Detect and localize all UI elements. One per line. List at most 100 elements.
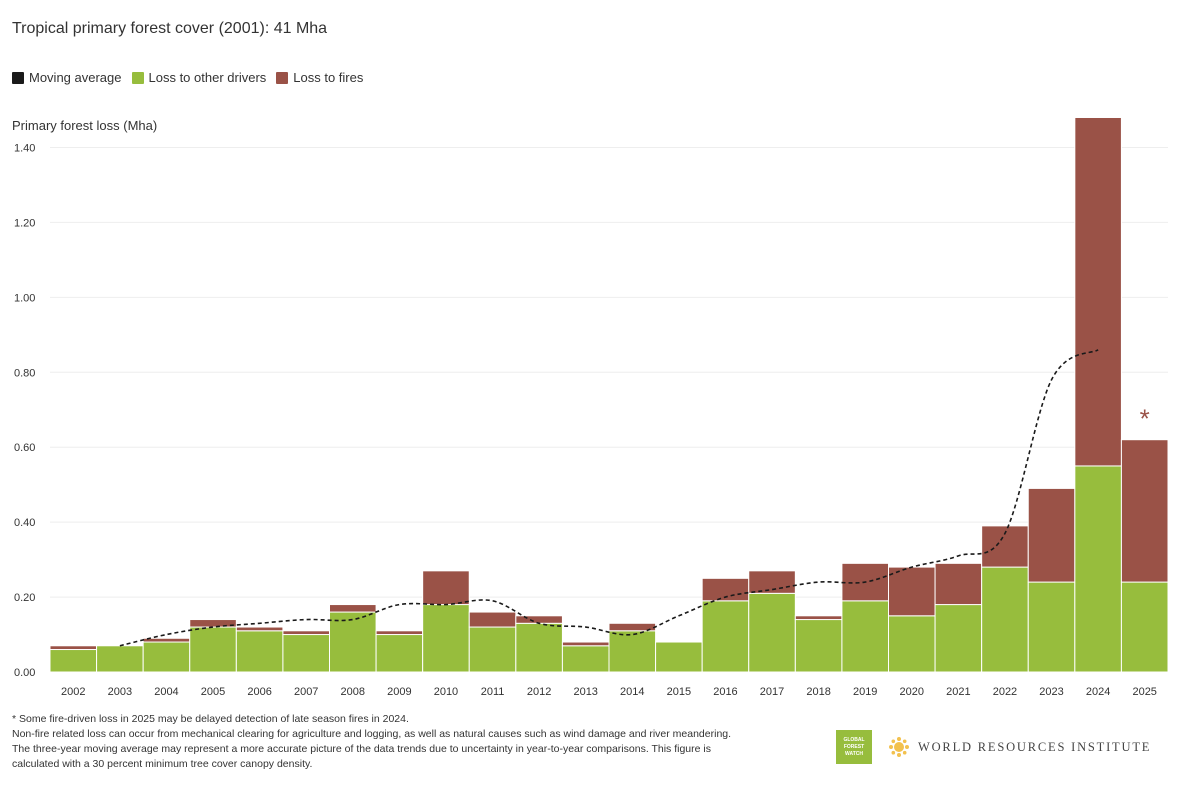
bar-other-drivers — [841, 600, 890, 673]
legend-label-moving-average: Moving average — [29, 70, 122, 85]
gfw-logo-line: WATCH — [845, 750, 863, 757]
x-tick-label: 2025 — [1132, 686, 1156, 698]
y-tick-label: 0.40 — [14, 517, 35, 529]
x-tick-label: 2019 — [853, 686, 877, 698]
legend-swatch-other-drivers — [131, 71, 144, 84]
bar-other-drivers — [888, 615, 936, 673]
legend-item-fires: Loss to fires — [276, 70, 363, 85]
global-forest-watch-logo: GLOBAL FOREST WATCH — [836, 730, 872, 764]
bar-fires — [422, 570, 470, 606]
x-tick-label: 2024 — [1086, 686, 1110, 698]
bar-other-drivers — [1074, 465, 1122, 673]
legend-item-moving-average: Moving average — [12, 70, 122, 85]
x-tick-label: 2021 — [946, 686, 970, 698]
bar-other-drivers — [794, 619, 843, 673]
bar-other-drivers — [608, 630, 657, 673]
y-tick-label: 1.20 — [14, 217, 35, 229]
bar-other-drivers — [655, 641, 703, 673]
bar-other-drivers — [748, 592, 796, 673]
y-tick-label: 1.00 — [14, 292, 35, 304]
bar-fires — [49, 645, 98, 651]
x-tick-label: 2008 — [341, 686, 365, 698]
bar-other-drivers — [422, 604, 470, 673]
x-tick-label: 2023 — [1039, 686, 1063, 698]
bar-fires — [1120, 439, 1169, 583]
bar-other-drivers — [561, 645, 610, 673]
x-tick-label: 2020 — [900, 686, 924, 698]
moving-average-line — [119, 349, 1099, 647]
footnote-line: * Some fire-driven loss in 2025 may be d… — [12, 713, 409, 725]
chart-title: Tropical primary forest cover (2001): 41… — [12, 20, 328, 37]
x-tick-label: 2016 — [713, 686, 737, 698]
annotation-asterisk: * — [1140, 404, 1150, 434]
x-tick-label: 2004 — [154, 686, 178, 698]
bar-other-drivers — [981, 566, 1029, 673]
x-tick-label: 2018 — [806, 686, 830, 698]
bar-other-drivers — [468, 626, 517, 673]
x-tick-label: 2002 — [61, 686, 85, 698]
gfw-logo-line: GLOBAL — [843, 736, 865, 743]
y-axis-label: Primary forest loss (Mha) — [12, 118, 158, 133]
bar-other-drivers — [375, 634, 424, 673]
y-tick-label: 1.40 — [14, 142, 35, 154]
legend: Moving average Loss to other drivers Los… — [12, 70, 363, 85]
x-tick-label: 2012 — [527, 686, 551, 698]
x-tick-label: 2003 — [108, 686, 132, 698]
bar-fires — [375, 630, 424, 636]
bar-other-drivers — [329, 611, 377, 673]
footnotes: * Some fire-driven loss in 2025 may be d… — [12, 712, 812, 772]
bar-other-drivers — [49, 649, 98, 673]
bar-other-drivers — [701, 600, 750, 673]
bar-other-drivers — [934, 604, 983, 673]
bar-fires — [1027, 487, 1076, 583]
gfw-logo-line: FOREST — [843, 743, 865, 750]
y-tick-label: 0.60 — [14, 442, 35, 454]
bar-fires — [748, 570, 796, 594]
bar-other-drivers — [515, 622, 563, 673]
bar-fires — [189, 619, 237, 628]
bar-fires — [561, 641, 610, 647]
bar-other-drivers — [282, 634, 330, 673]
bar-fires — [468, 611, 517, 628]
x-tick-label: 2017 — [760, 686, 784, 698]
wri-logo-text: WORLD RESOURCES INSTITUTE — [918, 739, 1152, 754]
y-tick-label: 0.00 — [14, 667, 35, 679]
bar-fires — [282, 630, 330, 636]
wri-sun-icon — [889, 737, 909, 757]
x-tick-label: 2010 — [434, 686, 458, 698]
footnote-line: Non-fire related loss can occur from mec… — [12, 728, 732, 740]
bar-fires — [934, 562, 983, 606]
x-tick-label: 2015 — [667, 686, 691, 698]
x-tick-label: 2013 — [573, 686, 597, 698]
x-tick-label: 2005 — [201, 686, 225, 698]
legend-item-other-drivers: Loss to other drivers — [131, 70, 267, 85]
bar-other-drivers — [1027, 581, 1076, 673]
logos: GLOBAL FOREST WATCH WORLD RESOURCES INST… — [836, 730, 1151, 764]
bar-other-drivers — [142, 641, 191, 673]
bar-fires — [235, 626, 284, 632]
bar-fires — [515, 615, 563, 624]
x-tick-label: 2009 — [387, 686, 411, 698]
x-tick-label: 2011 — [481, 686, 505, 698]
footnote-line: The three-year moving average may repres… — [12, 743, 711, 755]
bar-other-drivers — [96, 645, 144, 673]
bar-fires — [1074, 116, 1122, 467]
bar-fires — [794, 615, 843, 621]
legend-swatch-fires — [276, 71, 289, 84]
bar-other-drivers — [1120, 581, 1169, 673]
bar-fires — [888, 566, 936, 617]
y-tick-label: 0.80 — [14, 367, 35, 379]
legend-label-other-drivers: Loss to other drivers — [148, 70, 267, 85]
y-tick-label: 0.20 — [14, 592, 35, 604]
wri-logo: WORLD RESOURCES INSTITUTE — [888, 736, 1151, 758]
legend-swatch-moving-average — [12, 71, 24, 84]
bar-other-drivers — [235, 630, 284, 673]
bar-fires — [329, 604, 377, 613]
bar-other-drivers — [189, 626, 237, 673]
legend-label-fires: Loss to fires — [293, 70, 364, 85]
x-tick-label: 2006 — [247, 686, 271, 698]
x-tick-label: 2007 — [294, 686, 318, 698]
x-tick-label: 2022 — [993, 686, 1017, 698]
x-tick-label: 2014 — [620, 686, 644, 698]
